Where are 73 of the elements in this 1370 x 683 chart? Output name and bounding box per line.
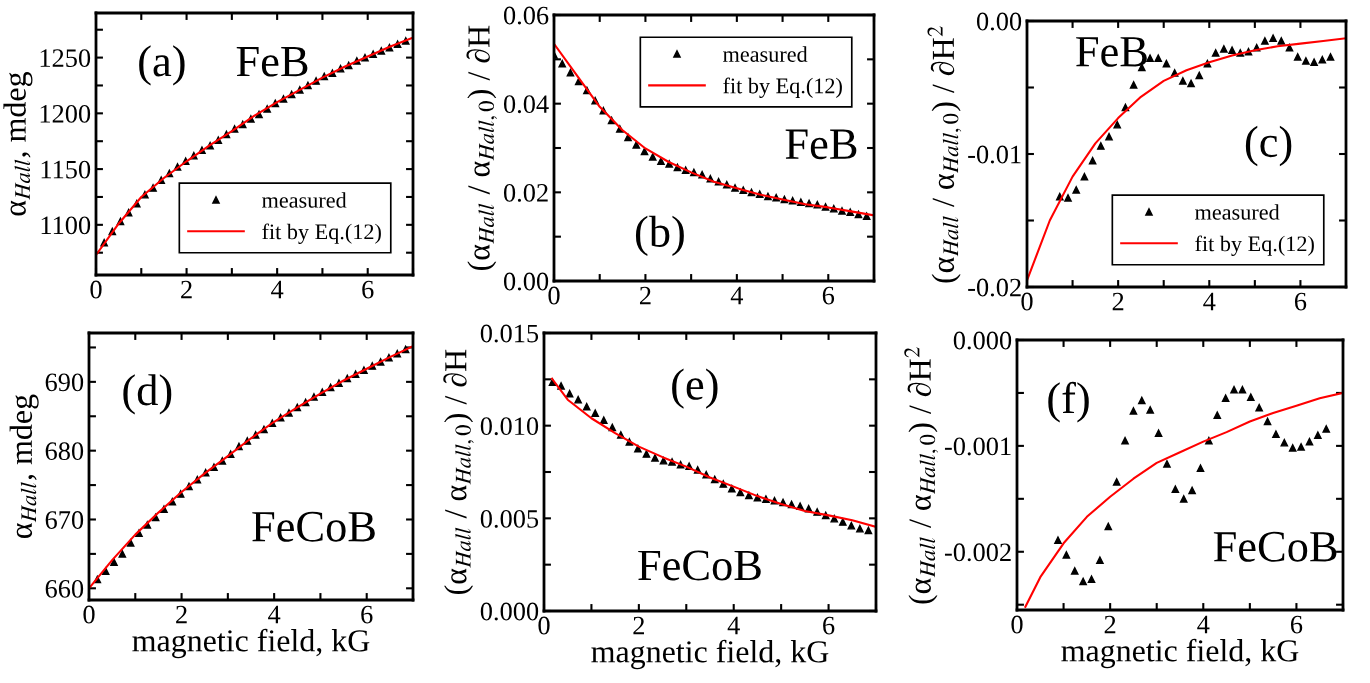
x-tick-label: 6	[362, 280, 374, 299]
legend-label: measured	[262, 192, 347, 208]
y-axis-title: (α$_{Hall}$ / α$_{Hall,0}$) / ∂H	[443, 349, 474, 595]
x-tick-label: 2	[1112, 292, 1124, 311]
annotation: (a)	[139, 45, 185, 86]
y-tick-label: 0.00	[976, 12, 1022, 31]
y-tick-label: -0.001	[944, 437, 1011, 456]
legend-label: fit by Eq.(12)	[723, 77, 842, 98]
x-tick-label: 4	[1197, 615, 1210, 634]
x-axis-title: magnetic field, kG	[132, 628, 370, 659]
annotation: (c)	[1245, 125, 1292, 167]
x-tick-label: 4	[271, 280, 284, 299]
x-axis-title: magnetic field, kG	[591, 639, 829, 670]
x-tick-label: 2	[1104, 615, 1116, 634]
y-tick-label: 0.04	[503, 95, 549, 114]
y-tick-label: 670	[45, 511, 84, 529]
annotation: FeCoB	[252, 511, 375, 542]
y-tick-label: -0.01	[968, 145, 1021, 164]
x-tick-label: 2	[639, 286, 651, 305]
annotation: FeB	[785, 129, 857, 160]
y-tick-label: 0.010	[480, 417, 539, 436]
legend-label: fit by Eq.(12)	[262, 223, 381, 244]
x-tick-label: 4	[727, 616, 740, 635]
annotation: (d)	[123, 374, 172, 415]
y-axis-title: α$_{Hall}$, mdeg	[9, 394, 39, 539]
annotation: FeCoB	[1213, 531, 1337, 562]
annotation: (f)	[1048, 381, 1089, 423]
y-tick-label: 0.02	[503, 183, 548, 202]
y-tick-label: 680	[45, 442, 84, 461]
y-tick-label: 0.005	[480, 509, 539, 528]
y-tick-label: 1200	[40, 104, 91, 123]
legend-label: measured	[1195, 204, 1280, 220]
x-tick-label: 0	[538, 616, 550, 635]
y-tick-label: 1250	[40, 49, 91, 68]
x-tick-label: 6	[1290, 615, 1303, 634]
y-tick-label: 0.000	[480, 602, 539, 621]
y-axis-title: (α$_{Hall}$ / α$_{Hall,0}$) / ∂H$^{2}$	[904, 347, 938, 604]
y-tick-label: -0.02	[968, 278, 1021, 297]
x-tick-label: 6	[822, 286, 835, 305]
x-tick-label: 0	[1021, 292, 1033, 311]
x-tick-label: 2	[633, 616, 644, 635]
legend-label: measured	[723, 46, 808, 62]
legend-label: fit by Eq.(12)	[1195, 235, 1314, 256]
annotation: FeB	[236, 46, 308, 77]
x-tick-label: 0	[83, 605, 95, 624]
x-tick-label: 4	[1203, 292, 1216, 311]
x-tick-label: 2	[176, 605, 187, 624]
y-tick-label: 0.00	[503, 272, 549, 291]
y-tick-label: 1100	[41, 216, 91, 235]
x-axis-title: magnetic field, kG	[1061, 638, 1299, 669]
y-axis-title: (α$_{Hall}$ / α$_{Hall,0}$) / ∂H	[466, 25, 497, 271]
x-tick-label: 2	[181, 280, 192, 299]
y-tick-label: 0.000	[953, 331, 1012, 350]
annotation: FeCoB	[638, 550, 761, 581]
y-tick-label: 690	[45, 373, 84, 392]
annotation: (e)	[672, 368, 718, 409]
x-tick-label: 6	[361, 605, 373, 624]
y-axis-title: (α$_{Hall}$ / α$_{Hall,0}$) / ∂H$^{2}$	[927, 26, 962, 283]
x-tick-label: 0	[1011, 615, 1023, 634]
y-tick-label: -0.002	[944, 543, 1011, 562]
annotation: FeB	[1076, 37, 1147, 67]
y-tick-label: 0.06	[503, 6, 549, 25]
y-tick-label: 660	[45, 579, 84, 598]
x-tick-label: 0	[90, 280, 102, 299]
y-tick-label: 1150	[41, 160, 91, 179]
annotation: (b)	[635, 215, 684, 256]
x-tick-label: 4	[268, 605, 281, 624]
x-tick-label: 6	[823, 616, 835, 635]
x-tick-label: 6	[1294, 292, 1307, 311]
x-tick-label: 4	[730, 286, 744, 305]
y-tick-label: 0.015	[480, 324, 539, 343]
x-tick-label: 0	[548, 286, 560, 305]
y-axis-title: α$_{Hall}$, mdeg	[3, 72, 33, 216]
